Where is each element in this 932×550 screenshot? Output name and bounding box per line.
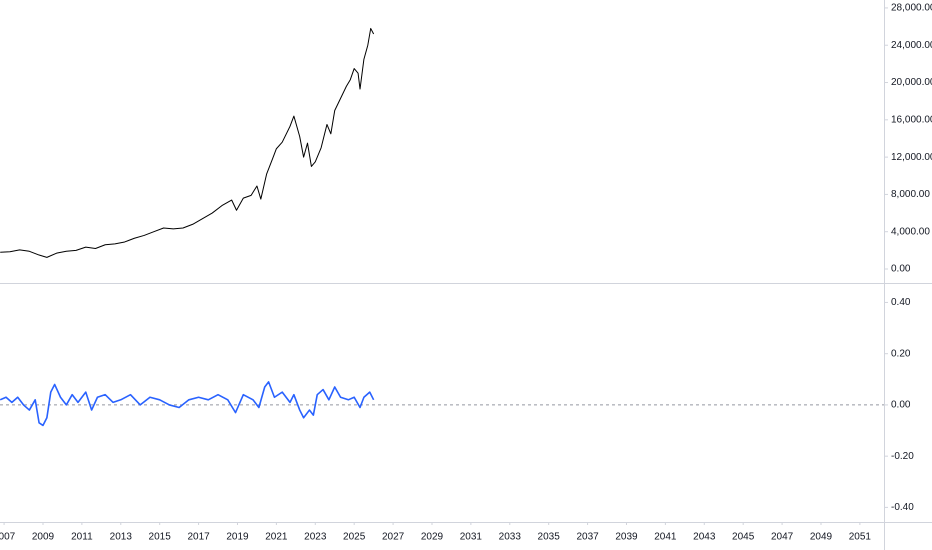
x-tick-label: 2049	[810, 532, 833, 543]
x-tick-label: 2045	[732, 532, 755, 543]
x-tick-label: 2025	[343, 532, 366, 543]
x-tick-label: 2017	[187, 532, 210, 543]
x-tick-label: 2031	[460, 532, 483, 543]
x-tick-label: 2047	[771, 532, 794, 543]
x-tick-label: 2033	[499, 532, 522, 543]
y-tick-label: 4,000.00	[891, 226, 930, 237]
y-tick-label: 0.00	[891, 400, 911, 411]
x-tick-label: 2027	[382, 532, 405, 543]
x-tick-label: 2015	[149, 532, 172, 543]
x-tick-label: 2043	[693, 532, 716, 543]
y-tick-label: 20,000.00	[891, 77, 932, 88]
x-tick-label: 2037	[576, 532, 599, 543]
x-tick-label: 2021	[265, 532, 288, 543]
x-tick-label: 2019	[226, 532, 249, 543]
x-tick-label: 2023	[304, 532, 327, 543]
line-series	[0, 27, 375, 258]
x-tick-label: 2041	[654, 532, 677, 543]
y-tick-label: 0.20	[891, 348, 911, 359]
x-tick-label: 2009	[32, 532, 55, 543]
x-tick-label: 2051	[849, 532, 872, 543]
y-tick-label: 16,000.00	[891, 114, 932, 125]
x-tick-label: 2039	[615, 532, 638, 543]
y-tick-label: 0.40	[891, 297, 911, 308]
y-tick-label: 12,000.00	[891, 152, 932, 163]
x-tick-label: 2029	[421, 532, 444, 543]
x-tick-label: 2013	[110, 532, 133, 543]
x-tick-label: 2035	[538, 532, 561, 543]
line-series	[0, 381, 375, 427]
y-tick-label: -0.20	[891, 451, 914, 462]
y-tick-label: 0.00	[891, 264, 911, 275]
x-tick-label: 2011	[71, 532, 93, 543]
y-tick-label: 24,000.00	[891, 40, 932, 51]
y-tick-label: 28,000.00	[891, 3, 932, 14]
y-tick-label: -0.40	[891, 502, 914, 513]
y-tick-label: 8,000.00	[891, 189, 930, 200]
x-tick-label: 2007	[0, 532, 16, 543]
